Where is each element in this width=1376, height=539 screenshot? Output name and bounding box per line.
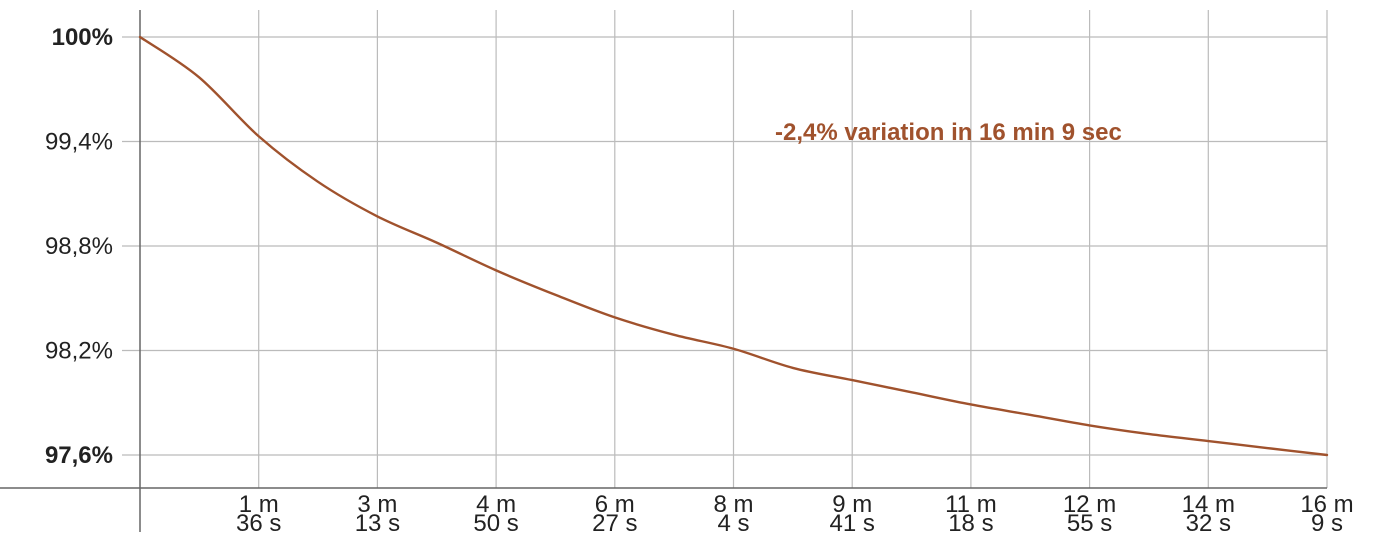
x-tick-label-minutes: 14 m [1182,491,1235,518]
y-tick-label: 100% [52,24,113,51]
x-tick-label: 6 m 27 s [592,491,637,537]
x-tick-label-seconds: 9 s [1311,510,1343,537]
series-group [138,35,1329,457]
x-tick-label-seconds: 4 s [717,510,749,537]
y-tick-label: 97,6% [45,442,113,469]
y-tick-label: 99,4% [45,129,113,156]
x-tick-label-seconds: 27 s [592,510,637,537]
x-tick-label-minutes: 11 m [945,491,997,518]
x-tick-label: 12 m 55 s [1063,491,1116,537]
x-tick-label-minutes: 16 m [1300,491,1353,518]
x-tick-label-seconds: 41 s [830,510,875,537]
y-tick-label: 98,2% [45,338,113,365]
x-tick-label-minutes: 6 m [595,491,635,518]
x-tick-label-minutes: 9 m [832,491,872,518]
x-tick-label-seconds: 50 s [473,510,518,537]
x-tick-label-seconds: 36 s [236,510,281,537]
y-tick-labels: 100% 99,4% 98,8% 98,2% 97,6% [45,24,113,469]
x-tick-label-seconds: 18 s [948,510,993,537]
series-line [138,35,1329,457]
x-tick-label: 11 m 18 s [945,491,997,537]
x-tick-label-minutes: 4 m [476,491,516,518]
x-tick-label: 9 m 41 s [830,491,875,537]
x-tick-label-minutes: 1 m [239,491,279,518]
x-tick-label-minutes: 3 m [357,491,397,518]
x-tick-label-seconds: 13 s [355,510,400,537]
x-tick-label-seconds: 32 s [1186,510,1231,537]
chart-annotation: -2,4% variation in 16 min 9 sec [775,119,1122,146]
x-tick-label: 4 m 50 s [473,491,518,537]
x-tick-label: 14 m 32 s [1182,491,1235,537]
grid [122,10,1328,488]
x-tick-label-minutes: 12 m [1063,491,1116,518]
axes [0,10,1327,532]
y-tick-label: 98,8% [45,233,113,260]
x-tick-label-seconds: 55 s [1067,510,1112,537]
x-tick-label: 1 m 36 s [236,491,281,537]
x-tick-label-minutes: 8 m [713,491,753,518]
x-tick-label: 3 m 13 s [355,491,400,537]
